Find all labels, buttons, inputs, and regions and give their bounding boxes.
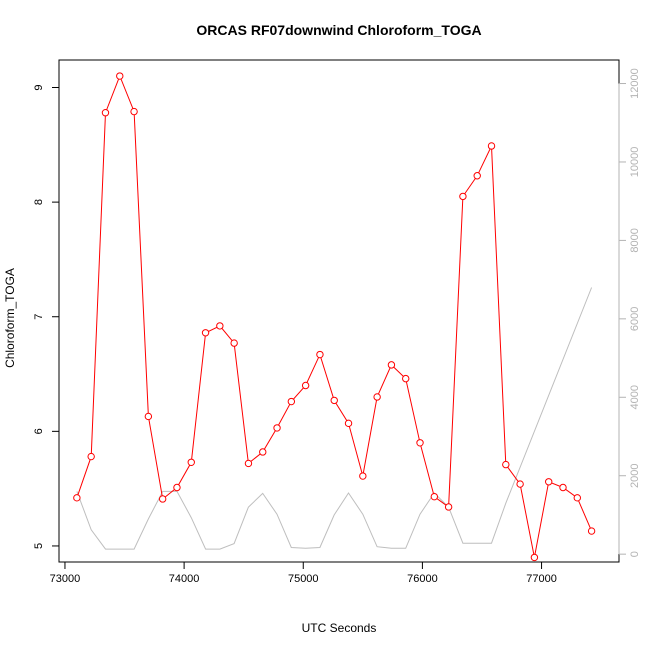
y-tick-label-0: 5 [33, 543, 45, 549]
data-point-21 [373, 393, 381, 401]
data-point-9 [201, 329, 210, 337]
data-point-33 [545, 478, 553, 486]
x-tick-label-0: 73000 [50, 573, 81, 585]
chart-title: ORCAS RF07downwind Chloroform_TOGA [196, 22, 481, 38]
x-axis: 73000 74000 75000 76000 77000 [50, 561, 557, 585]
y-tick-label-2: 7 [33, 314, 45, 320]
y-axis-left: 5 6 7 8 9 [33, 84, 60, 549]
data-point-30 [502, 460, 510, 469]
data-point-31 [516, 480, 524, 488]
data-point-14 [273, 424, 281, 432]
data-point-13 [259, 448, 267, 456]
data-point-18 [330, 396, 338, 405]
data-point-16 [301, 381, 310, 390]
data-point-22 [387, 361, 396, 369]
data-point-25 [430, 492, 439, 501]
x-tick-label-1: 74000 [169, 573, 200, 585]
data-point-27 [459, 192, 467, 201]
data-point-0 [73, 494, 81, 502]
data-point-4 [130, 107, 138, 116]
data-point-19 [344, 419, 353, 428]
data-point-24 [416, 439, 424, 447]
y-tick-label-4: 9 [33, 84, 45, 90]
x-tick-label-2: 75000 [288, 573, 319, 585]
data-point-26 [444, 503, 453, 511]
y2-tick-label-3: 6000 [629, 307, 641, 331]
data-point-17 [316, 350, 324, 359]
data-point-29 [487, 142, 496, 150]
data-point-6 [158, 495, 167, 503]
x-tick-label-3: 76000 [407, 573, 438, 585]
data-point-5 [144, 412, 153, 421]
y2-tick-label-4: 8000 [629, 228, 641, 252]
y-tick-label-3: 8 [33, 199, 45, 205]
data-point-10 [216, 322, 224, 330]
data-point-2 [101, 109, 110, 117]
data-point-11 [230, 339, 238, 347]
data-point-1 [87, 452, 95, 461]
y2-tick-label-1: 2000 [629, 463, 641, 487]
data-point-23 [402, 374, 410, 383]
data-point-8 [187, 458, 195, 466]
data-point-15 [287, 397, 296, 406]
y-tick-label-1: 6 [33, 428, 45, 434]
data-point-32 [530, 553, 539, 562]
series-layer [73, 72, 596, 562]
data-point-36 [587, 527, 596, 535]
data-point-34 [559, 483, 567, 492]
y-axis-right: 0 2000 4000 6000 8000 10000 12000 [618, 68, 641, 557]
chloroform-series-line [76, 74, 593, 558]
data-point-20 [359, 472, 367, 480]
data-point-28 [473, 172, 481, 180]
y2-tick-label-2: 4000 [629, 385, 641, 409]
data-point-3 [116, 72, 124, 80]
data-point-35 [573, 494, 581, 502]
y2-tick-label-6: 12000 [629, 68, 641, 99]
x-axis-label: UTC Seconds [302, 621, 377, 635]
data-point-12 [244, 459, 253, 468]
data-point-7 [173, 483, 181, 492]
y-axis-label: Chloroform_TOGA [3, 268, 17, 368]
y2-tick-label-0: 0 [629, 551, 641, 557]
y2-tick-label-5: 10000 [629, 147, 641, 178]
right-axis-series-line [76, 287, 593, 550]
x-tick-label-4: 77000 [526, 573, 557, 585]
